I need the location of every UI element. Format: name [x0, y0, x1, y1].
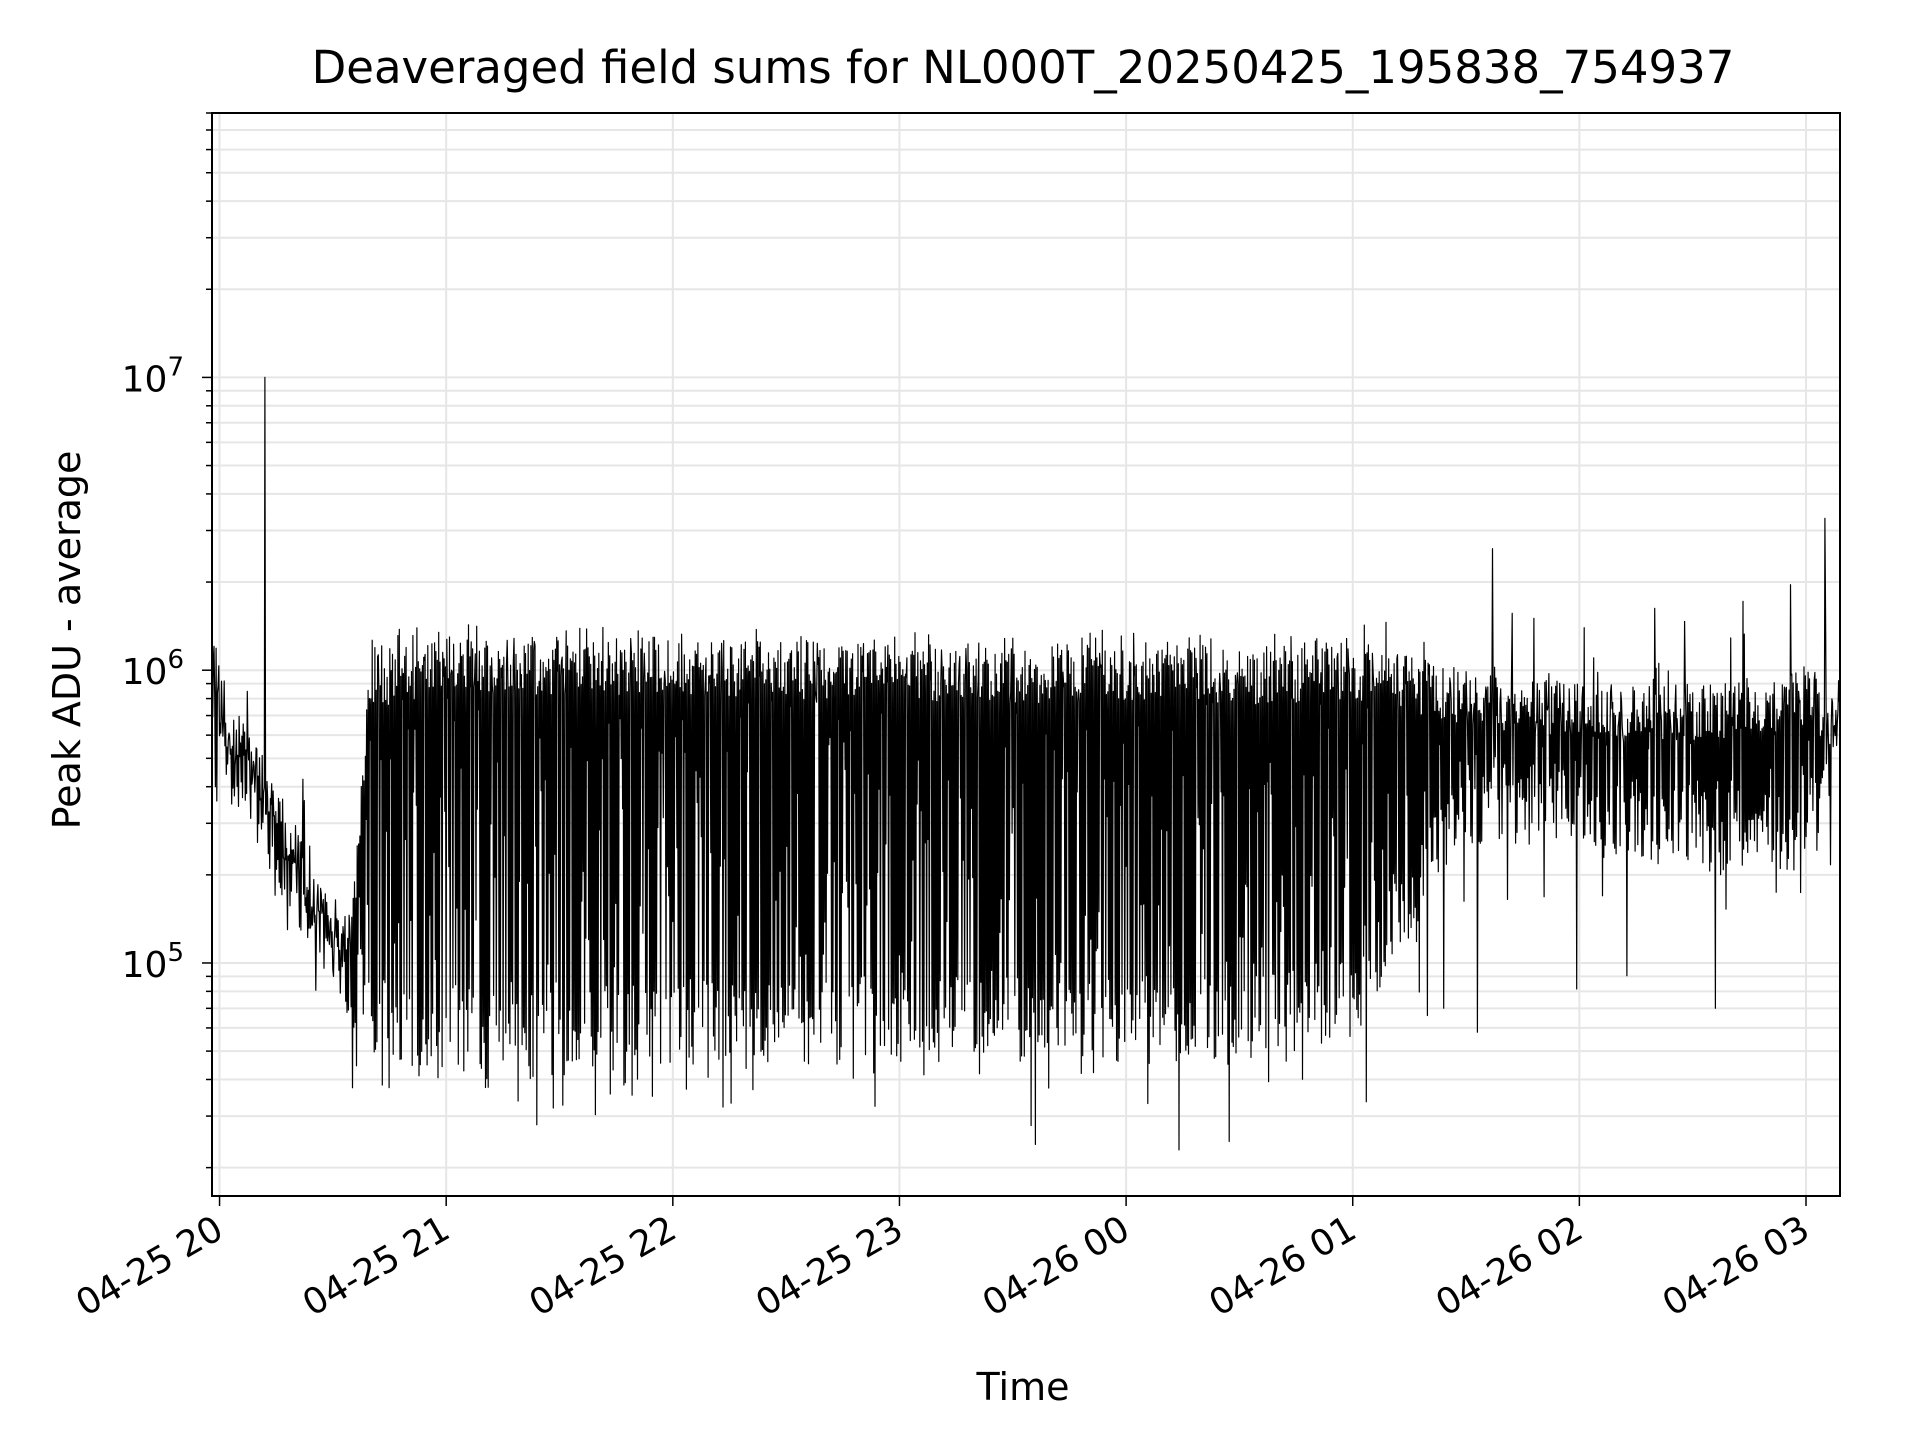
axes-frame: [211, 112, 1841, 1197]
x-tick-label: 04-26 03: [1656, 1208, 1817, 1324]
x-tick-label: 04-25 23: [749, 1208, 910, 1324]
plot-area: [211, 376, 1841, 1151]
x-tick-label: 04-26 00: [976, 1208, 1137, 1324]
x-tick-label: 04-25 20: [69, 1208, 230, 1324]
x-tick-label: 04-26 02: [1429, 1208, 1590, 1324]
y-tick-label: 107: [122, 352, 184, 400]
y-axis-label: Peak ADU - average: [45, 451, 89, 830]
x-tick-label: 04-25 22: [523, 1208, 684, 1324]
x-axis-label: Time: [976, 1365, 1070, 1409]
x-axis: 04-25 20 04-25 21 04-25 22 04-25 23 04-26 00…: [69, 1196, 1817, 1325]
x-tick-label: 04-26 01: [1203, 1208, 1364, 1324]
y-tick-label: 105: [122, 938, 184, 986]
data-series-line: [211, 376, 1841, 1151]
y-axis: 105 106 107: [122, 112, 212, 1169]
x-tick-label: 04-25 21: [296, 1208, 457, 1324]
grid: [212, 112, 1840, 1196]
y-tick-label: 106: [122, 645, 184, 693]
chart-title: Deaveraged field sums for NL000T_2025042…: [312, 41, 1735, 94]
